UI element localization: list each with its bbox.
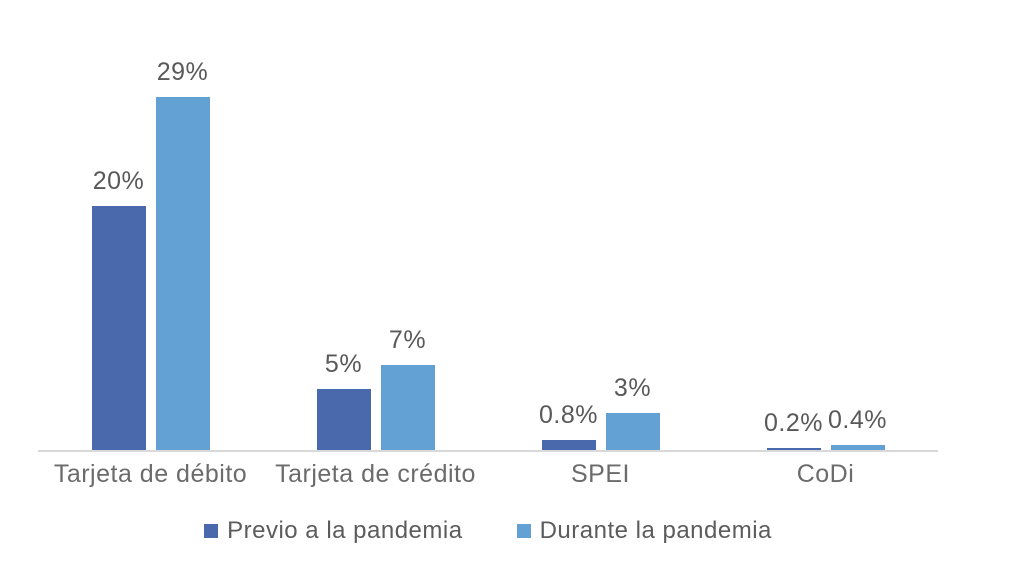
legend-swatch-icon	[204, 524, 219, 538]
value-label-durante-la-pandemia-spei: 3%	[613, 374, 652, 403]
bar-wrap-durante-la-pandemia-spei: 3%	[605, 60, 660, 450]
category-label-codi: CoDi	[796, 460, 855, 488]
x-axis-labels: Tarjeta de débito Tarjeta de crédito SPEI C…	[38, 460, 938, 489]
x-axis-line	[38, 450, 938, 452]
bar-wrap-previo-a-la-pandemia-spei: 0.8%	[539, 60, 598, 450]
value-label-previo-a-la-pandemia-tarjeta-de-debito: 20%	[92, 167, 145, 196]
value-label-previo-a-la-pandemia-codi: 0.2%	[764, 408, 823, 437]
plot-area: 20% 29% 5% 7% 0.8% 3% 0.2% 0.4%	[38, 57, 938, 450]
category-label-tarjeta-de-credito: Tarjeta de crédito	[275, 460, 476, 488]
bar-wrap-durante-la-pandemia-codi: 0.4%	[828, 60, 887, 450]
category-label-spei: SPEI	[571, 460, 630, 488]
bar-previo-a-la-pandemia-spei	[541, 440, 596, 450]
category-group-codi: 0.2% 0.4%	[713, 60, 938, 450]
bar-previo-a-la-pandemia-tarjeta-de-credito	[316, 389, 371, 450]
bar-wrap-previo-a-la-pandemia-codi: 0.2%	[764, 60, 823, 450]
legend-label: Durante la pandemia	[539, 517, 772, 544]
value-label-durante-la-pandemia-tarjeta-de-debito: 29%	[156, 57, 209, 86]
bar-durante-la-pandemia-tarjeta-de-credito	[380, 364, 435, 450]
bar-previo-a-la-pandemia-tarjeta-de-debito	[91, 206, 146, 450]
bar-durante-la-pandemia-tarjeta-de-debito	[155, 96, 210, 450]
legend: Previo a la pandemia Durante la pandemia	[38, 517, 938, 545]
bar-wrap-previo-a-la-pandemia-tarjeta-de-debito: 20%	[91, 60, 146, 450]
value-label-durante-la-pandemia-codi: 0.4%	[828, 406, 887, 435]
bar-durante-la-pandemia-spei	[605, 413, 660, 450]
bar-wrap-durante-la-pandemia-tarjeta-de-debito: 29%	[155, 57, 210, 450]
value-label-previo-a-la-pandemia-tarjeta-de-credito: 5%	[324, 350, 363, 379]
value-label-durante-la-pandemia-tarjeta-de-credito: 7%	[388, 325, 427, 354]
value-label-previo-a-la-pandemia-spei: 0.8%	[539, 401, 598, 430]
category-group-tarjeta-de-credito: 5% 7%	[263, 60, 488, 450]
bar-previo-a-la-pandemia-codi	[766, 447, 821, 450]
bar-wrap-durante-la-pandemia-tarjeta-de-credito: 7%	[380, 60, 435, 450]
bar-durante-la-pandemia-codi	[830, 445, 885, 450]
category-group-spei: 0.8% 3%	[488, 60, 713, 450]
bar-wrap-previo-a-la-pandemia-tarjeta-de-credito: 5%	[316, 60, 371, 450]
legend-item-durante-la-pandemia: Durante la pandemia	[516, 517, 772, 545]
legend-item-previo-a-la-pandemia: Previo a la pandemia	[204, 517, 462, 545]
legend-swatch-icon	[516, 524, 531, 538]
category-group-tarjeta-de-debito: 20% 29%	[38, 57, 263, 450]
category-label-tarjeta-de-debito: Tarjeta de débito	[53, 460, 248, 488]
legend-label: Previo a la pandemia	[227, 517, 463, 544]
